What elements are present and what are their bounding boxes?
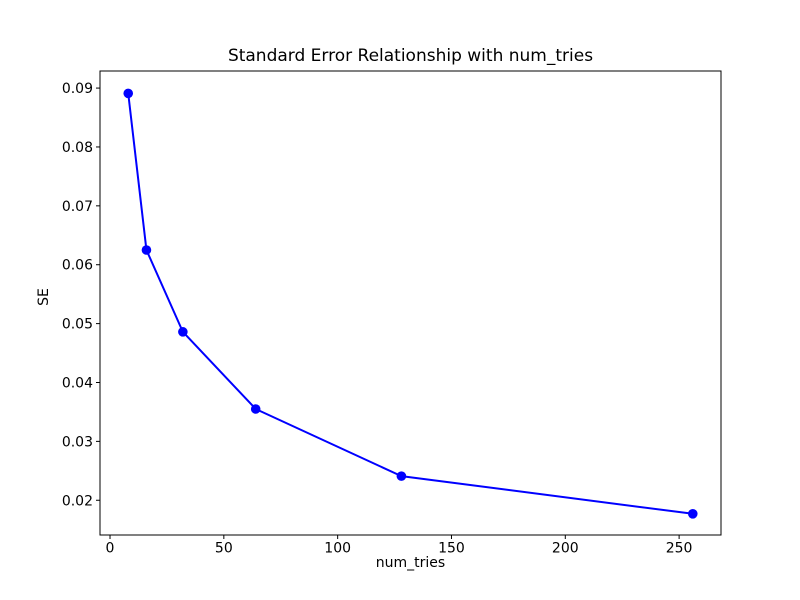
y-tick-label: 0.07 — [62, 199, 93, 215]
x-tick-label: 100 — [324, 541, 351, 557]
y-tick-label: 0.02 — [62, 493, 93, 509]
y-tick-label: 0.09 — [62, 81, 93, 97]
chart-title: Standard Error Relationship with num_tri… — [227, 46, 594, 66]
x-tick-label: 150 — [438, 541, 465, 557]
data-point-marker — [250, 404, 261, 414]
se-line — [127, 92, 694, 515]
y-tick-label: 0.06 — [62, 258, 93, 274]
y-tick-label: 0.08 — [62, 140, 93, 156]
data-point-marker — [141, 245, 152, 255]
x-axis-label: num_tries — [375, 555, 446, 571]
y-axis-label: SE — [36, 288, 52, 306]
y-tick-label: 0.04 — [62, 375, 93, 391]
x-tick-label: 0 — [106, 541, 115, 557]
data-point-marker — [687, 509, 698, 519]
y-tick-label: 0.05 — [62, 317, 93, 333]
x-tick-label: 200 — [552, 541, 579, 557]
x-tick-label: 50 — [215, 541, 233, 557]
y-tick-label: 0.03 — [62, 434, 93, 450]
data-point-marker — [396, 471, 407, 481]
x-tick-label: 250 — [666, 541, 693, 557]
data-point-marker — [178, 327, 188, 337]
axes-spines — [99, 70, 722, 536]
data-point-marker — [123, 88, 134, 99]
